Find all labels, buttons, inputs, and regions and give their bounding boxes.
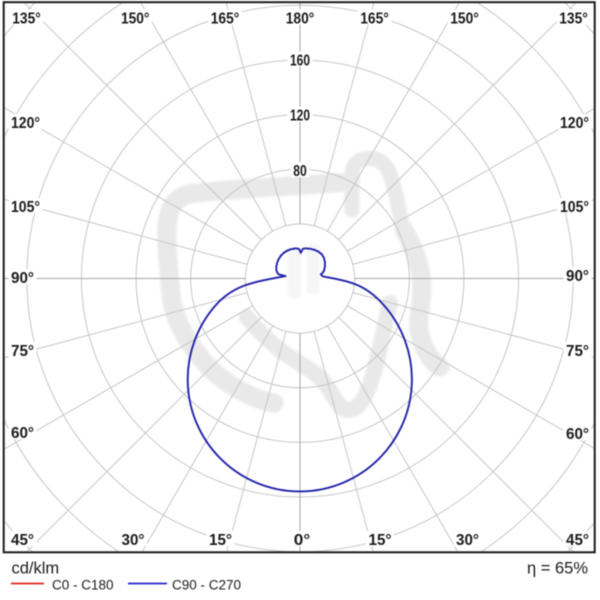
svg-text:60°: 60° <box>566 426 589 443</box>
svg-text:75°: 75° <box>11 343 34 360</box>
svg-text:cd/klm: cd/klm <box>12 560 60 578</box>
svg-text:120°: 120° <box>560 115 589 132</box>
svg-text:120°: 120° <box>11 115 40 132</box>
svg-text:75°: 75° <box>566 343 589 360</box>
svg-text:135°: 135° <box>559 10 588 27</box>
svg-text:105°: 105° <box>560 199 589 216</box>
svg-text:C0 - C180: C0 - C180 <box>52 578 114 593</box>
svg-text:45°: 45° <box>11 532 34 549</box>
svg-text:90°: 90° <box>566 268 589 285</box>
svg-text:30°: 30° <box>122 532 145 549</box>
svg-text:80: 80 <box>293 163 307 180</box>
svg-text:135°: 135° <box>12 10 41 27</box>
svg-text:60°: 60° <box>11 425 34 442</box>
svg-text:30°: 30° <box>456 532 479 549</box>
svg-text:90°: 90° <box>11 270 34 287</box>
svg-text:150°: 150° <box>121 10 150 27</box>
svg-text:120: 120 <box>290 108 310 125</box>
svg-text:160: 160 <box>290 52 310 69</box>
svg-text:15°: 15° <box>209 532 232 549</box>
svg-text:η = 65%: η = 65% <box>527 560 588 578</box>
svg-text:15°: 15° <box>369 532 392 549</box>
svg-text:105°: 105° <box>11 199 40 216</box>
svg-text:180°: 180° <box>286 10 315 27</box>
svg-text:150°: 150° <box>450 10 479 27</box>
svg-text:45°: 45° <box>566 532 589 549</box>
svg-text:165°: 165° <box>360 10 389 27</box>
svg-text:C90 - C270: C90 - C270 <box>172 578 241 593</box>
svg-text:165°: 165° <box>211 10 240 27</box>
svg-text:0°: 0° <box>294 532 311 549</box>
